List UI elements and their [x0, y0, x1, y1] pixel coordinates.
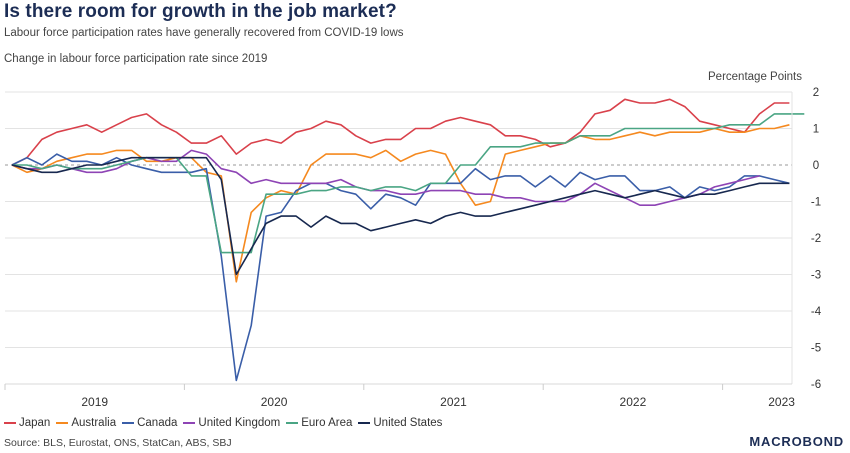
series-line-canada — [11, 153, 790, 382]
axes: 2 1 0 -1 -2 -3 -4 -5 -6 2019 2020 2021 2022 2023 — [4, 87, 822, 409]
y-tick-label: -6 — [811, 379, 821, 391]
legend-item-canada: Canada — [122, 417, 177, 429]
y-tick-label: 2 — [813, 87, 819, 99]
legend-item-australia: Australia — [56, 417, 116, 429]
legend-label: United States — [373, 417, 443, 429]
legend-item-japan: Japan — [4, 417, 50, 429]
chart-subtitle: Labour force participation rates have ge… — [4, 27, 404, 39]
x-tick-label: 2021 — [440, 395, 467, 409]
legend-swatch — [122, 422, 135, 424]
legend-label: Australia — [71, 417, 117, 429]
chart-description: Change in labour force participation rat… — [4, 53, 268, 65]
legend-swatch — [183, 422, 196, 424]
y-tick-label: 1 — [813, 124, 819, 136]
legend-swatch — [286, 422, 299, 424]
y-tick-label: -4 — [811, 306, 822, 318]
macrobond-logo: MACROBOND — [749, 434, 844, 449]
y-axis-label: Percentage Points — [708, 71, 802, 83]
y-tick-label: -5 — [811, 343, 821, 355]
y-tick-label: -2 — [811, 233, 821, 245]
gridlines — [5, 91, 792, 385]
x-tick-label: 2022 — [620, 395, 647, 409]
series-line-united-kingdom — [11, 149, 760, 206]
legend: Japan Australia Canada United Kingdom Euro A… — [4, 417, 442, 429]
series-line-united-states — [11, 156, 790, 276]
series-line-australia — [11, 124, 790, 283]
x-tick-label: 2023 — [768, 395, 795, 409]
chart-title: Is there room for growth in the job mark… — [4, 1, 397, 22]
x-tick-label: 2019 — [81, 395, 108, 409]
legend-label: Euro Area — [301, 417, 353, 429]
y-tick-label: -1 — [811, 197, 821, 209]
series-lines — [11, 98, 805, 382]
legend-item-united-kingdom: United Kingdom — [183, 417, 280, 429]
legend-swatch — [358, 422, 371, 424]
legend-swatch — [56, 422, 69, 424]
series-line-japan — [11, 98, 790, 166]
legend-item-euro-area: Euro Area — [286, 417, 352, 429]
legend-label: Canada — [137, 417, 178, 429]
legend-swatch — [4, 422, 16, 424]
legend-label: United Kingdom — [198, 417, 281, 429]
legend-label: Japan — [19, 417, 51, 429]
source-note: Source: BLS, Eurostat, ONS, StatCan, ABS… — [4, 437, 232, 449]
y-tick-label: 0 — [813, 160, 819, 172]
x-tick-label: 2020 — [261, 395, 288, 409]
legend-item-united-states: United States — [358, 417, 442, 429]
y-tick-label: -3 — [811, 270, 821, 282]
